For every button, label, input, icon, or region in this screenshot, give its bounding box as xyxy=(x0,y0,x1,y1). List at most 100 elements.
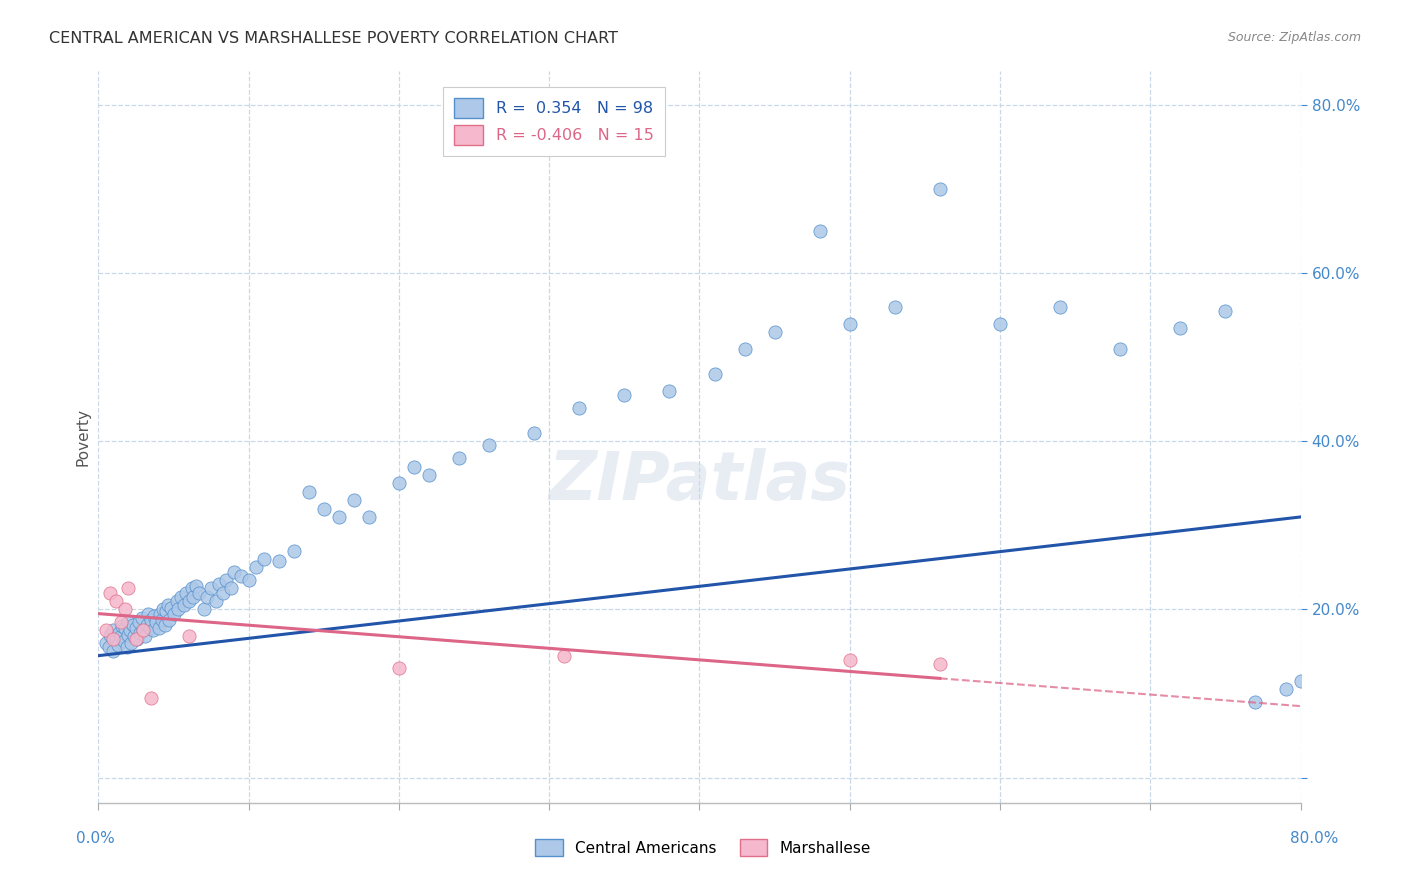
Point xyxy=(110,615,132,629)
Point xyxy=(103,644,125,658)
Point xyxy=(124,629,146,643)
Point xyxy=(157,613,180,627)
Point xyxy=(110,629,132,643)
Point xyxy=(114,621,136,635)
Point xyxy=(139,613,162,627)
Point xyxy=(152,602,174,616)
Point xyxy=(100,627,122,641)
Point xyxy=(328,510,350,524)
Point xyxy=(658,384,681,398)
Point xyxy=(148,621,170,635)
Point xyxy=(132,624,155,638)
Point xyxy=(222,565,245,579)
Point xyxy=(568,401,591,415)
Point xyxy=(184,579,207,593)
Point xyxy=(100,585,122,599)
Point xyxy=(613,388,636,402)
Point xyxy=(253,552,276,566)
Point xyxy=(215,573,238,587)
Point xyxy=(114,602,136,616)
Point xyxy=(131,611,153,625)
Point xyxy=(180,582,202,596)
Point xyxy=(125,632,148,646)
Point xyxy=(388,661,411,675)
Point xyxy=(159,600,181,615)
Point xyxy=(121,636,143,650)
Point xyxy=(388,476,411,491)
Point xyxy=(1170,320,1192,334)
Point xyxy=(107,638,129,652)
Point xyxy=(1215,304,1237,318)
Point xyxy=(136,607,159,621)
Point xyxy=(267,554,290,568)
Point xyxy=(245,560,267,574)
Point xyxy=(193,602,215,616)
Point xyxy=(143,609,166,624)
Point xyxy=(195,590,218,604)
Point xyxy=(162,607,184,621)
Point xyxy=(94,624,117,638)
Point xyxy=(103,624,125,638)
Legend: R =  0.354   N = 98, R = -0.406   N = 15: R = 0.354 N = 98, R = -0.406 N = 15 xyxy=(443,87,665,156)
Point xyxy=(1109,342,1132,356)
Point xyxy=(105,632,128,646)
Point xyxy=(97,640,120,655)
Point xyxy=(988,317,1011,331)
Point xyxy=(94,636,117,650)
Point xyxy=(447,451,470,466)
Point xyxy=(108,626,131,640)
Point xyxy=(763,325,786,339)
Point xyxy=(122,617,145,632)
Text: ZIPatlas: ZIPatlas xyxy=(548,448,851,514)
Point xyxy=(166,594,188,608)
Point xyxy=(219,582,242,596)
Point xyxy=(1274,682,1296,697)
Point xyxy=(103,632,125,646)
Point xyxy=(402,459,425,474)
Point xyxy=(134,629,156,643)
Point xyxy=(808,224,831,238)
Point xyxy=(112,634,135,648)
Point xyxy=(231,569,253,583)
Legend: Central Americans, Marshallese: Central Americans, Marshallese xyxy=(529,833,877,862)
Point xyxy=(117,627,139,641)
Point xyxy=(173,599,195,613)
Point xyxy=(1305,518,1327,533)
Point xyxy=(174,585,197,599)
Point xyxy=(212,585,235,599)
Point xyxy=(181,590,204,604)
Point xyxy=(125,621,148,635)
Point xyxy=(127,632,149,646)
Point xyxy=(418,467,440,482)
Text: Source: ZipAtlas.com: Source: ZipAtlas.com xyxy=(1227,31,1361,45)
Point xyxy=(703,367,725,381)
Point xyxy=(238,573,260,587)
Point xyxy=(145,615,167,629)
Point xyxy=(139,690,162,705)
Point xyxy=(156,599,179,613)
Point xyxy=(553,648,575,663)
Point xyxy=(132,624,155,638)
Point xyxy=(1244,695,1267,709)
Point xyxy=(283,543,305,558)
Point xyxy=(1049,300,1071,314)
Point xyxy=(838,653,860,667)
Point xyxy=(357,510,380,524)
Point xyxy=(734,342,756,356)
Text: CENTRAL AMERICAN VS MARSHALLESE POVERTY CORRELATION CHART: CENTRAL AMERICAN VS MARSHALLESE POVERTY … xyxy=(49,31,619,46)
Point xyxy=(177,629,200,643)
Point xyxy=(149,607,172,621)
Point xyxy=(1289,673,1312,688)
Point xyxy=(929,182,952,196)
Point xyxy=(204,594,226,608)
Text: 80.0%: 80.0% xyxy=(1291,831,1339,846)
Point xyxy=(115,640,138,655)
Point xyxy=(188,585,211,599)
Point xyxy=(150,613,173,627)
Point xyxy=(128,615,150,629)
Point xyxy=(155,604,177,618)
Point xyxy=(343,493,366,508)
Point xyxy=(111,619,134,633)
Point xyxy=(117,582,139,596)
Point xyxy=(117,615,139,629)
